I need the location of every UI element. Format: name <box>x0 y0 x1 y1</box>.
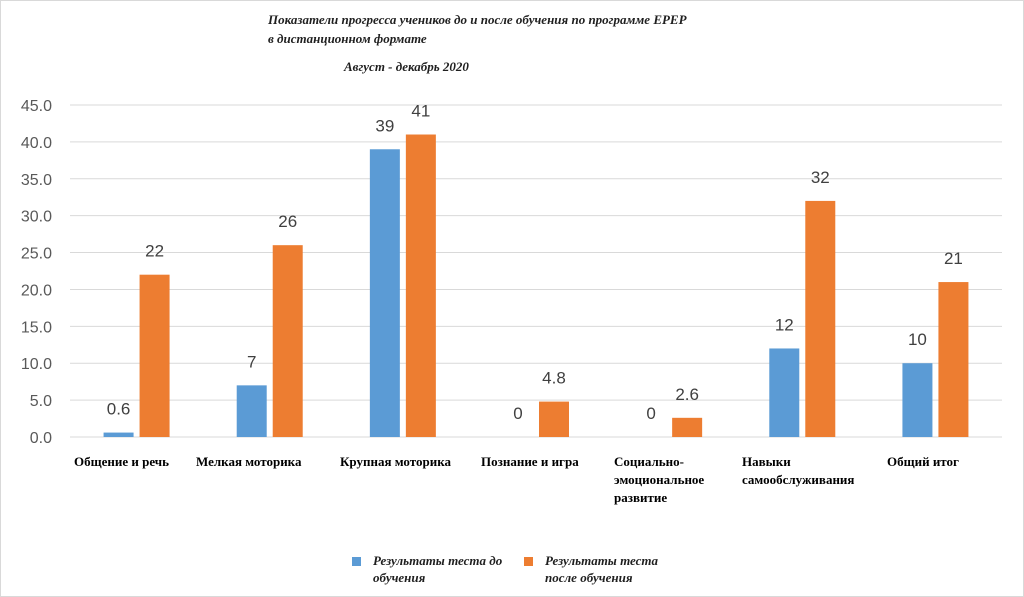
y-tick-label: 5.0 <box>30 393 52 410</box>
data-label: 12 <box>775 315 794 334</box>
x-category-label: Общий итог <box>887 454 959 469</box>
data-label: 0 <box>646 404 655 423</box>
y-tick-label: 25.0 <box>21 246 52 263</box>
gridlines <box>70 104 1002 438</box>
x-category-label: Мелкая моторика <box>196 454 302 469</box>
y-tick-label: 20.0 <box>21 282 52 299</box>
data-label: 2.6 <box>675 385 699 404</box>
data-label: 0 <box>513 404 522 423</box>
x-category-label: Социально-эмоциональное развитие <box>614 454 705 505</box>
chart-subtitle: Август - декабрь 2020 <box>344 59 469 74</box>
y-axis-ticks: 0.0 5.0 10.0 15.0 20.0 25.0 30.0 35.0 40.0 45.0 <box>21 98 52 447</box>
data-label: 21 <box>944 249 963 268</box>
bar-before <box>769 348 800 437</box>
bar-after <box>938 282 969 437</box>
legend-swatch-after <box>524 557 533 566</box>
y-tick-label: 0.0 <box>30 430 52 447</box>
bars <box>103 134 969 437</box>
y-tick-label: 45.0 <box>21 98 52 115</box>
data-label: 0.6 <box>107 400 131 419</box>
data-label: 39 <box>375 116 394 135</box>
y-tick-label: 10.0 <box>21 356 52 373</box>
bar-before <box>236 385 267 437</box>
data-label: 32 <box>811 168 830 187</box>
legend-label-after: Результаты теста после обучения <box>545 553 659 585</box>
bar-after <box>539 401 569 437</box>
bar-after <box>139 274 170 437</box>
bar-before <box>103 432 134 437</box>
bar-after <box>272 245 303 437</box>
legend-item-before: Результаты теста до обучения <box>352 552 513 586</box>
legend-label-before: Результаты теста до обучения <box>373 553 503 585</box>
bar-before <box>369 149 400 437</box>
data-label: 41 <box>411 102 430 121</box>
bar-before <box>902 363 933 437</box>
y-tick-label: 30.0 <box>21 209 52 226</box>
chart-title: Показатели прогресса учеников до и после… <box>268 12 687 46</box>
y-tick-label: 15.0 <box>21 319 52 336</box>
data-label: 22 <box>145 242 164 261</box>
y-tick-label: 35.0 <box>21 172 52 189</box>
bar-after <box>405 134 436 437</box>
data-label: 7 <box>247 352 256 371</box>
y-tick-label: 40.0 <box>21 135 52 152</box>
data-label: 10 <box>908 330 927 349</box>
bar-after <box>672 417 703 437</box>
data-labels: 0.6 7 39 0 0 12 10 22 26 41 4.8 2.6 32 21 <box>107 102 963 423</box>
x-category-label: Общение и речь <box>74 454 169 469</box>
x-category-label: Познание и игра <box>481 454 579 469</box>
data-label: 26 <box>278 212 297 231</box>
data-label: 4.8 <box>542 369 566 388</box>
legend-item-after: Результаты теста после обучения <box>524 552 685 586</box>
bar-after <box>805 200 836 437</box>
legend-swatch-before <box>352 557 361 566</box>
x-category-label: Навыки самообслуживания <box>742 454 855 487</box>
x-category-label: Крупная моторика <box>340 454 451 469</box>
